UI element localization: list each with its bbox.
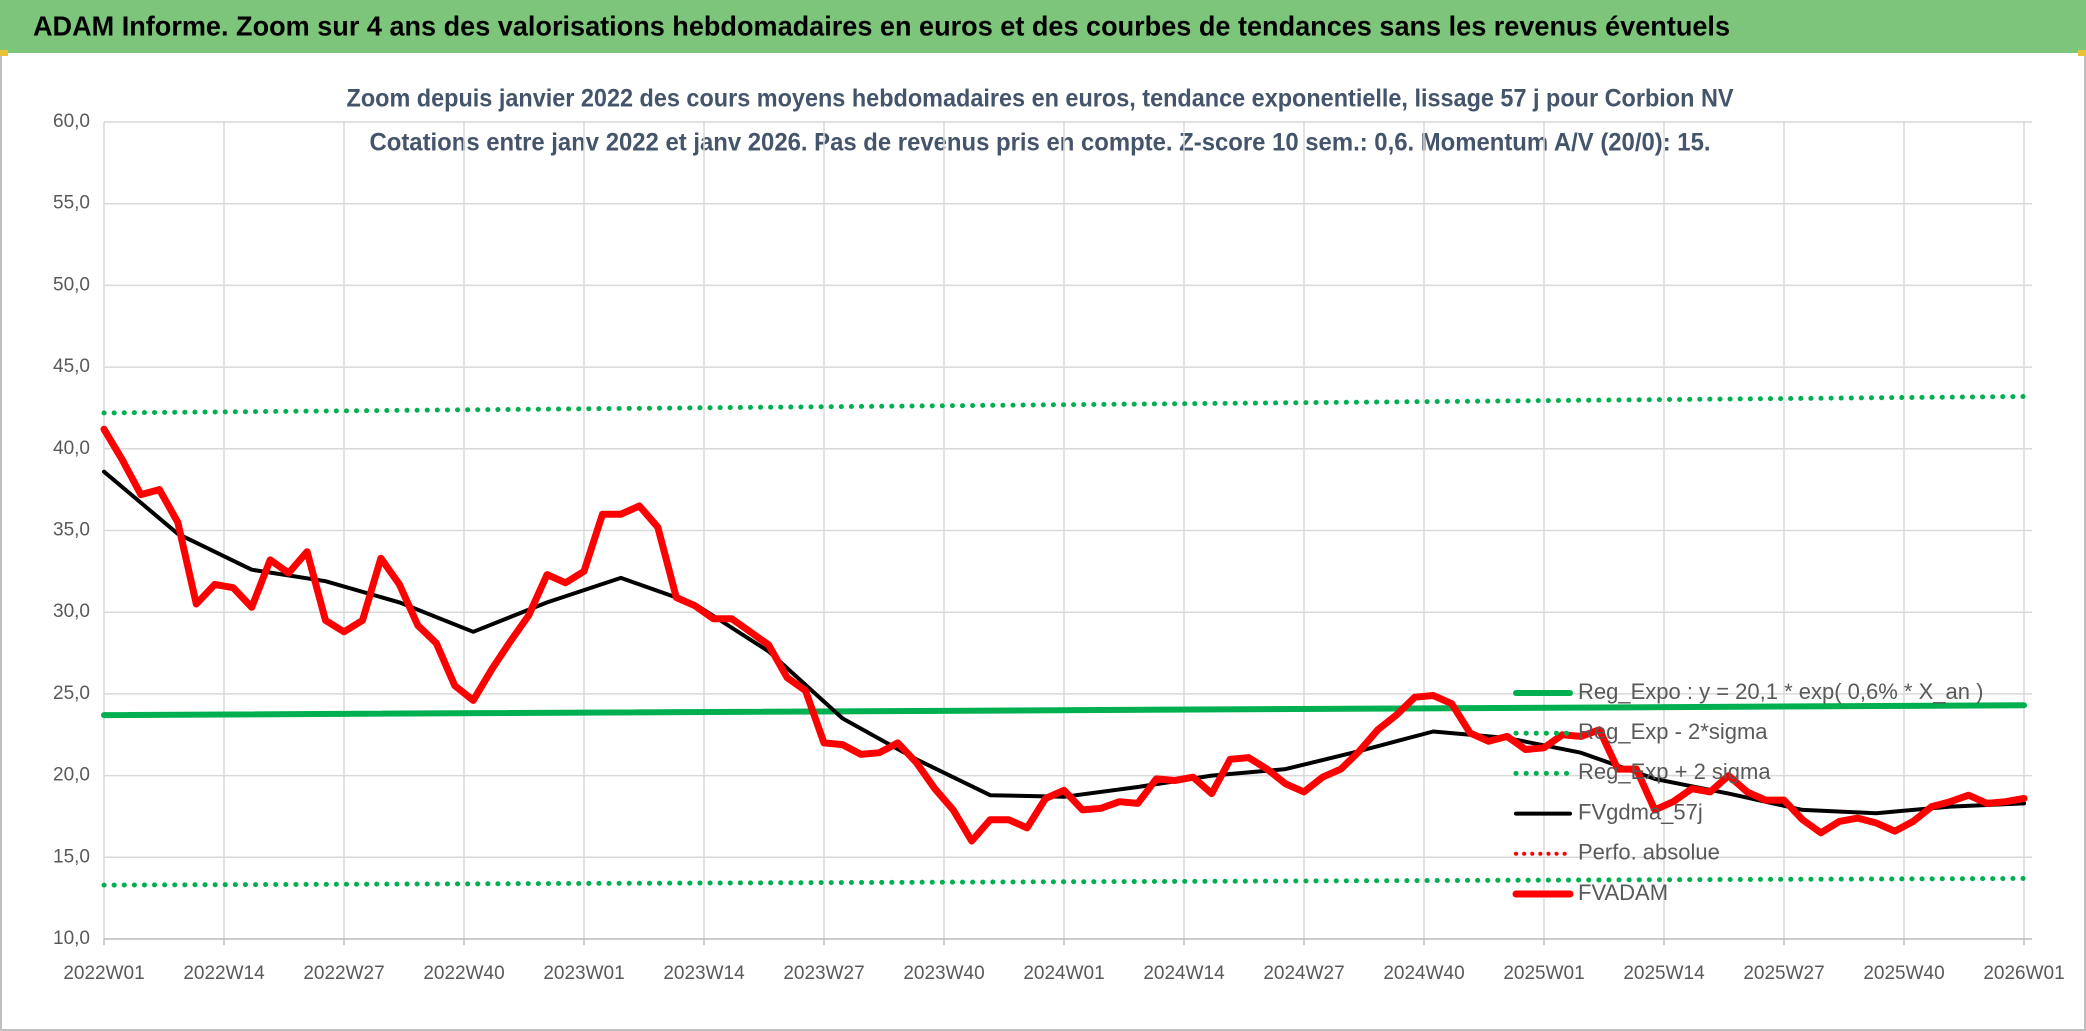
legend-label: FVgdma_57j <box>1578 799 1703 824</box>
x-tick-label: 2025W27 <box>1743 963 1824 984</box>
x-tick-label: 2022W27 <box>303 963 384 984</box>
chart-subtitle: Cotations entre janv 2022 et janv 2026. … <box>370 129 1711 157</box>
x-tick-label: 2024W27 <box>1263 963 1344 984</box>
series-line <box>100 425 2028 845</box>
chart-title: Zoom depuis janvier 2022 des cours moyen… <box>347 85 1734 113</box>
header-edge <box>2078 50 2086 56</box>
y-tick-label: 40,0 <box>53 438 90 459</box>
x-tick-label: 2024W14 <box>1143 963 1225 984</box>
legend-label: Reg_Expo : y = 20,1 * exp( 0,6% * X_an ) <box>1578 679 1983 704</box>
x-tick-label: 2026W01 <box>1983 963 2064 984</box>
y-tick-label: 25,0 <box>53 683 90 704</box>
legend-label: FVADAM <box>1578 880 1668 905</box>
header-title: ADAM Informe. Zoom sur 4 ans des valoris… <box>33 10 1730 41</box>
x-tick-label: 2022W40 <box>423 963 504 984</box>
y-tick-label: 15,0 <box>53 846 90 867</box>
x-tick-label: 2024W40 <box>1383 963 1464 984</box>
legend-label: Reg_Exp + 2 sigma <box>1578 759 1771 784</box>
x-tick-label: 2022W01 <box>63 963 144 984</box>
y-tick-label: 55,0 <box>53 193 90 214</box>
x-tick-label: 2023W01 <box>543 963 624 984</box>
y-tick-label: 20,0 <box>53 765 90 786</box>
y-tick-label: 45,0 <box>53 356 90 377</box>
x-tick-label: 2022W14 <box>183 963 265 984</box>
x-tick-label: 2025W14 <box>1623 963 1705 984</box>
y-tick-label: 10,0 <box>53 928 90 949</box>
legend-label: Perfo. absolue <box>1578 840 1720 865</box>
y-tick-label: 60,0 <box>53 111 90 132</box>
x-tick-label: 2023W27 <box>783 963 864 984</box>
header-edge <box>0 50 8 56</box>
series-line <box>101 876 2027 888</box>
x-tick-label: 2024W01 <box>1023 963 1104 984</box>
x-tick-label: 2025W40 <box>1863 963 1944 984</box>
y-tick-label: 30,0 <box>53 601 90 622</box>
x-tick-label: 2023W14 <box>663 963 745 984</box>
series-line <box>101 394 2027 416</box>
x-tick-label: 2023W40 <box>903 963 984 984</box>
y-tick-label: 50,0 <box>53 274 90 295</box>
series-line <box>101 702 2027 719</box>
legend-label: Reg_Exp - 2*sigma <box>1578 719 1768 744</box>
y-tick-label: 35,0 <box>53 520 90 541</box>
x-tick-label: 2025W01 <box>1503 963 1584 984</box>
header-bar <box>0 0 2086 53</box>
